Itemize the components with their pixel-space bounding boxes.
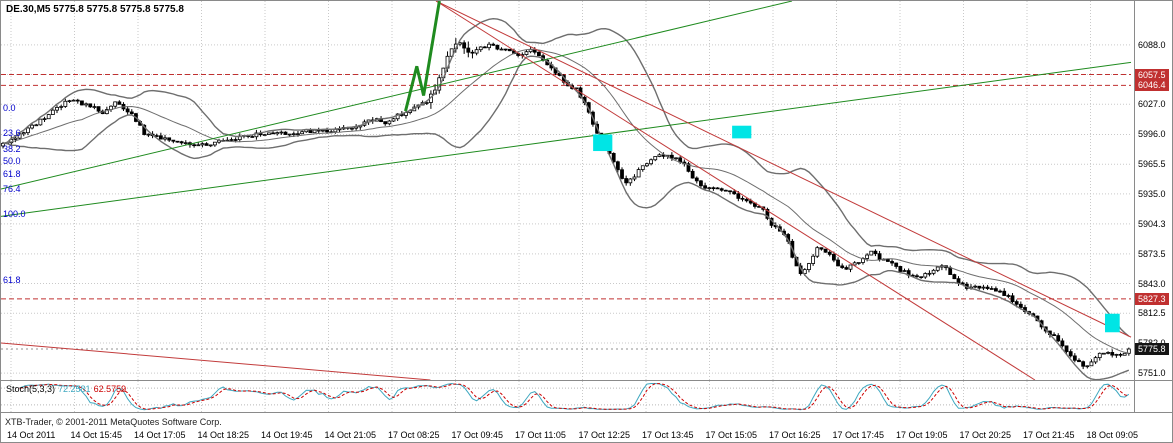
price-axis-label: 5904.3: [1138, 218, 1166, 229]
fib-level-label: 0.0: [3, 103, 16, 114]
fib-level-label: 76.4: [3, 183, 21, 194]
current-price-badge: 5775.8: [1135, 343, 1169, 356]
panel-separator[interactable]: [1, 380, 1172, 381]
price-axis-border: [1134, 1, 1135, 412]
price-line-badge: 6046.4: [1135, 79, 1169, 92]
price-axis-label: 5965.5: [1138, 159, 1166, 170]
price-chart[interactable]: [1, 1, 1134, 380]
time-axis-label: 14 Oct 18:25: [197, 430, 250, 440]
time-axis-label: 17 Oct 11:05: [515, 430, 566, 440]
stoch-k-value: 72.2581: [58, 384, 91, 394]
price-axis-label: 5935.0: [1138, 188, 1166, 199]
time-axis-label: 18 Oct 09:05: [1086, 430, 1139, 440]
price-axis-label: 5812.5: [1138, 308, 1166, 319]
symbol-ohlc-label: DE.30,M5 5775.8 5775.8 5775.8 5775.8: [6, 4, 184, 15]
time-axis-label: 14 Oct 15:45: [70, 430, 123, 440]
copyright-label: XTB-Trader, © 2001-2011 MetaQuotes Softw…: [5, 417, 222, 427]
fib-level-label: 100.0: [3, 209, 26, 220]
price-axis-label: 5751.0: [1138, 368, 1166, 379]
time-axis-label: 17 Oct 20:25: [959, 430, 1012, 440]
time-axis-label: 17 Oct 09:45: [451, 430, 504, 440]
time-axis-label: 14 Oct 21:05: [324, 430, 377, 440]
price-axis-label: 5843.0: [1138, 278, 1166, 289]
fib-level-label: 50.0: [3, 156, 21, 167]
price-line-badge: 6057.5: [1135, 68, 1169, 81]
time-axis-label: 14 Oct 19:45: [261, 430, 313, 440]
time-axis-label: 17 Oct 08:25: [388, 430, 440, 440]
price-axis-label: 5782.0: [1138, 338, 1166, 348]
panel-separator[interactable]: [1, 412, 1172, 413]
candlesticks: [1, 38, 1131, 370]
time-axis-label: 17 Oct 15:05: [705, 430, 758, 440]
price-axis-label: 6027.0: [1138, 99, 1166, 110]
stochastic-panel[interactable]: [1, 381, 1134, 412]
fib-level-label: 61.8: [3, 168, 21, 179]
time-axis-label: 17 Oct 21:45: [1023, 430, 1075, 440]
time-axis-label: 17 Oct 16:25: [769, 430, 821, 440]
time-axis-label: 17 Oct 13:45: [642, 430, 694, 440]
stoch-d-value: 62.5759: [93, 384, 127, 394]
fib-level-label: 61.8: [3, 275, 21, 286]
fib-level-label: 23.6: [3, 128, 21, 139]
stoch-name: Stoch(5,3,3): [6, 384, 56, 394]
time-axis-label: 17 Oct 17:45: [832, 430, 885, 440]
fib-level-label: 38.2: [3, 143, 21, 154]
price-axis-label: 5996.0: [1138, 129, 1166, 140]
price-axis-label: 6088.0: [1138, 39, 1166, 50]
time-axis-label: 17 Oct 19:05: [896, 430, 948, 440]
price-axis-label: 5873.5: [1138, 248, 1166, 259]
stochastic-indicator-label: Stoch(5,3,3) 72.2581 62.5759: [6, 384, 129, 394]
time-axis[interactable]: XTB-Trader, © 2001-2011 MetaQuotes Softw…: [1, 413, 1172, 442]
time-axis-label: 17 Oct 12:25: [578, 430, 631, 440]
time-axis-label: 14 Oct 17:05: [134, 430, 186, 440]
time-axis-label: 14 Oct 2011: [7, 430, 56, 440]
price-line-badge: 5827.3: [1135, 292, 1169, 305]
